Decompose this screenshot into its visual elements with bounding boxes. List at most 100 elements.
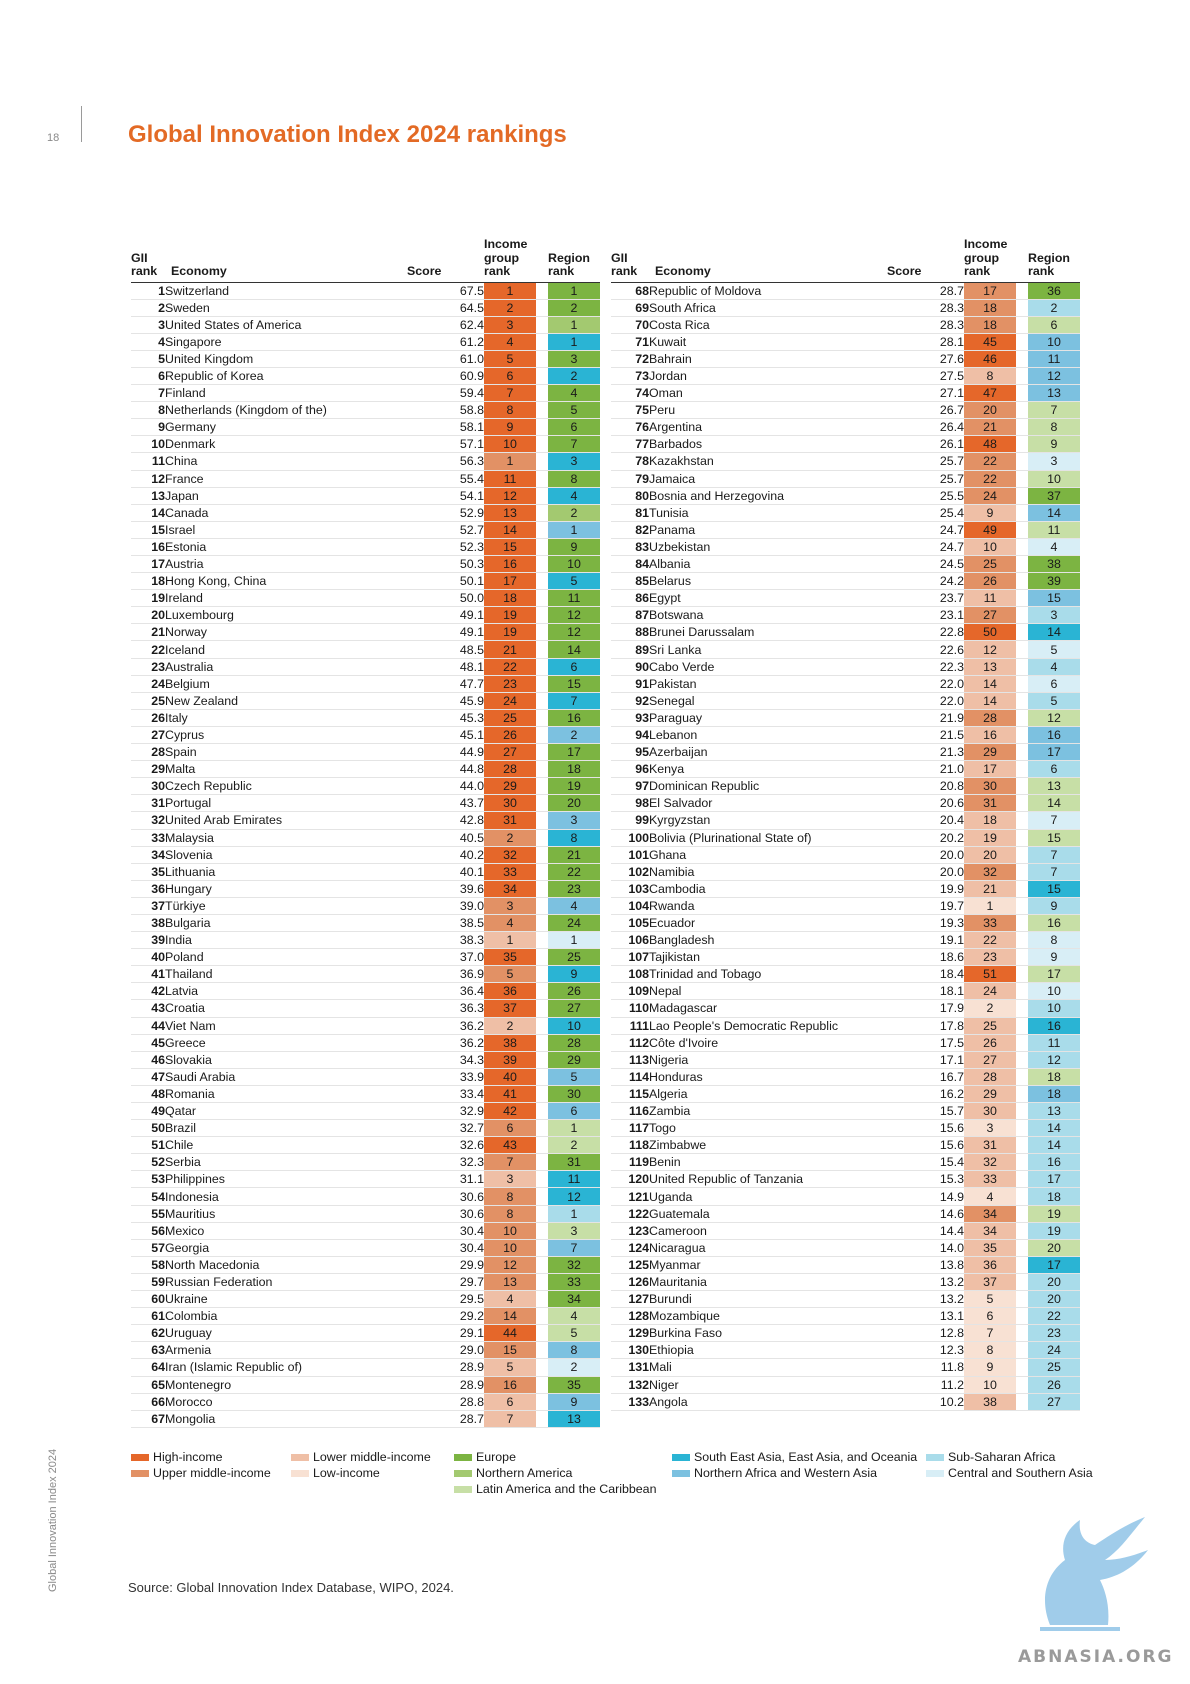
economy-name: Russian Federation — [165, 1273, 407, 1292]
economy-name: Kuwait — [649, 333, 887, 351]
cell-gap — [1016, 777, 1028, 796]
economy-name: Georgia — [165, 1239, 407, 1257]
economy-name: Madagascar — [649, 999, 887, 1018]
income-group-rank: 6 — [964, 1307, 1016, 1326]
cell-gap — [1016, 1393, 1028, 1411]
table-row: 68 Republic of Moldova 28.7 17 36 — [611, 282, 1080, 300]
income-group-rank: 25 — [964, 555, 1016, 574]
cell-gap — [1016, 914, 1028, 933]
region-rank: 7 — [1028, 401, 1080, 420]
cell-gap — [1016, 316, 1028, 334]
score: 30.4 — [407, 1239, 484, 1257]
gii-rank: 17 — [131, 555, 165, 574]
income-group-rank: 31 — [484, 811, 536, 830]
score: 56.3 — [407, 452, 484, 471]
score: 14.6 — [887, 1205, 964, 1223]
cell-gap — [536, 1136, 548, 1155]
income-group-rank: 30 — [964, 1102, 1016, 1121]
region-rank: 2 — [548, 504, 600, 522]
income-group-rank: 3 — [964, 1119, 1016, 1138]
region-rank: 26 — [1028, 1376, 1080, 1394]
table-row: 22 Iceland 48.5 21 14 — [131, 640, 600, 659]
griffin-logo-icon — [1040, 1517, 1148, 1631]
gii-rank: 20 — [131, 606, 165, 625]
region-rank: 13 — [1028, 777, 1080, 796]
region-rank: 7 — [1028, 863, 1080, 881]
cell-gap — [1016, 1205, 1028, 1223]
gii-rank: 10 — [131, 435, 165, 454]
region-rank: 27 — [548, 999, 600, 1018]
region-rank: 3 — [548, 811, 600, 830]
legend-income-col2: Lower middle-income Low-income — [291, 1449, 431, 1481]
table-row: 85 Belarus 24.2 26 39 — [611, 572, 1080, 591]
gii-rank: 88 — [611, 623, 649, 642]
table-row: 76 Argentina 26.4 21 8 — [611, 418, 1080, 437]
score: 58.8 — [407, 401, 484, 420]
score: 28.1 — [887, 333, 964, 351]
table-row: 2 Sweden 64.5 2 2 — [131, 299, 600, 317]
region-rank: 20 — [548, 794, 600, 813]
economy-name: Japan — [165, 487, 407, 505]
cell-gap — [536, 794, 548, 813]
income-group-rank: 4 — [484, 914, 536, 933]
table-row: 101 Ghana 20.0 20 7 — [611, 846, 1080, 864]
region-rank: 8 — [548, 1341, 600, 1360]
gii-rank: 80 — [611, 487, 649, 505]
cell-gap — [536, 606, 548, 625]
source-note: Source: Global Innovation Index Database… — [128, 1580, 454, 1595]
gii-rank: 23 — [131, 658, 165, 676]
region-rank: 10 — [1028, 333, 1080, 351]
table-row: 100 Bolivia (Plurinational State of) 20.2 1… — [611, 829, 1080, 847]
cell-gap — [536, 658, 548, 676]
cell-gap — [1016, 1341, 1028, 1360]
region-rank: 17 — [1028, 965, 1080, 984]
income-group-rank: 12 — [484, 1256, 536, 1274]
cell-gap — [1016, 880, 1028, 898]
cell-gap — [536, 863, 548, 881]
income-group-rank: 1 — [484, 931, 536, 950]
score: 17.1 — [887, 1051, 964, 1069]
income-group-rank: 10 — [484, 435, 536, 454]
gii-rank: 116 — [611, 1102, 649, 1121]
income-group-rank: 21 — [964, 418, 1016, 437]
region-rank: 17 — [548, 743, 600, 762]
income-group-rank: 17 — [964, 282, 1016, 300]
score: 25.7 — [887, 470, 964, 488]
cell-gap — [536, 1205, 548, 1223]
economy-name: Canada — [165, 504, 407, 522]
score: 36.3 — [407, 999, 484, 1018]
economy-name: Lao People's Democratic Republic — [649, 1017, 887, 1035]
gii-rank: 60 — [131, 1290, 165, 1309]
economy-name: Bahrain — [649, 350, 887, 368]
score: 24.5 — [887, 555, 964, 574]
economy-name: North Macedonia — [165, 1256, 407, 1274]
gii-rank: 104 — [611, 897, 649, 915]
economy-name: Peru — [649, 401, 887, 420]
gii-rank: 100 — [611, 829, 649, 847]
economy-name: Lithuania — [165, 863, 407, 881]
income-group-rank: 16 — [964, 726, 1016, 745]
economy-name: Finland — [165, 384, 407, 403]
region-rank: 23 — [1028, 1324, 1080, 1343]
cell-gap — [536, 1187, 548, 1206]
economy-name: Croatia — [165, 999, 407, 1018]
score: 36.2 — [407, 1034, 484, 1052]
table-row: 110 Madagascar 17.9 2 10 — [611, 999, 1080, 1018]
gii-rank: 16 — [131, 538, 165, 557]
income-group-rank: 38 — [964, 1393, 1016, 1411]
gii-rank: 37 — [131, 897, 165, 915]
gii-rank: 5 — [131, 350, 165, 368]
score: 50.1 — [407, 572, 484, 591]
cell-gap — [1016, 1136, 1028, 1155]
economy-name: Montenegro — [165, 1376, 407, 1394]
table-row: 118 Zimbabwe 15.6 31 14 — [611, 1136, 1080, 1155]
table-row: 91 Pakistan 22.0 14 6 — [611, 675, 1080, 693]
region-rank: 5 — [548, 401, 600, 420]
gii-rank: 123 — [611, 1222, 649, 1240]
economy-name: Pakistan — [649, 675, 887, 693]
gii-rank: 40 — [131, 948, 165, 967]
region-rank: 2 — [548, 1136, 600, 1155]
economy-name: France — [165, 470, 407, 488]
region-rank: 10 — [1028, 999, 1080, 1018]
income-group-rank: 10 — [964, 1376, 1016, 1394]
